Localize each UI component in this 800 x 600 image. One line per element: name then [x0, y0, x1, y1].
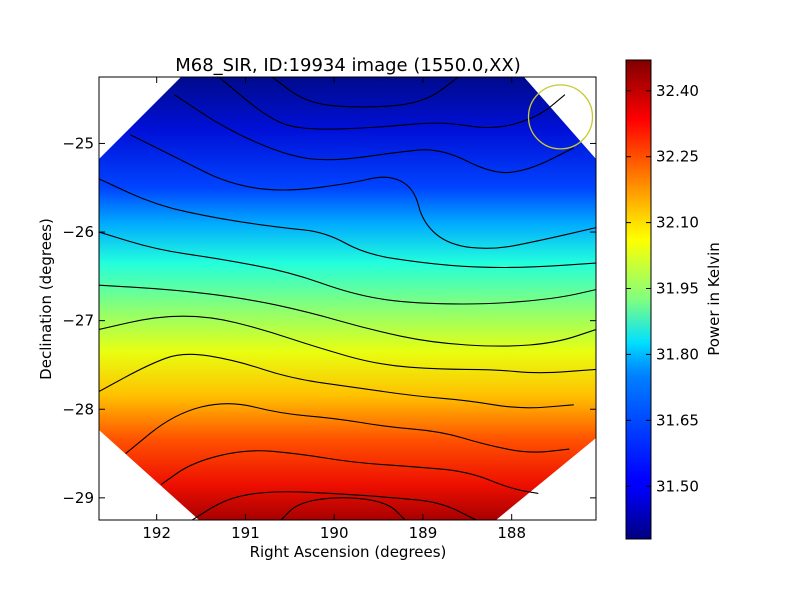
contour-line-4 — [129, 134, 596, 249]
colorbar-ticks: 32.40 32.25 32.10 31.95 31.80 31.65 31.50 — [626, 82, 699, 495]
axis-ticks: 192 191 190 189 188 −25 −26 −27 −28 −29 — [62, 77, 596, 542]
chart-title: M68_SIR, ID:19934 image (1550.0,XX) — [175, 55, 521, 76]
x-tick-label: 191 — [231, 524, 260, 542]
contour-line-9 — [99, 353, 574, 409]
colorbar — [625, 59, 652, 540]
colorbar-tick-label: 32.40 — [656, 82, 699, 100]
colorbar-tick-label: 31.50 — [656, 477, 699, 495]
colorbar-tick-label: 31.95 — [656, 280, 699, 298]
beam-circle — [527, 84, 594, 150]
colorbar-tick-label: 32.10 — [656, 214, 699, 232]
x-tick-label: 190 — [320, 524, 349, 542]
contour-line-12 — [191, 491, 477, 520]
x-tick-label: 189 — [409, 524, 438, 542]
x-axis-label: Right Ascension (degrees) — [250, 543, 447, 561]
y-axis-label: Declination (degrees) — [37, 218, 55, 380]
contour-line-13 — [280, 497, 406, 520]
contour-line-6 — [99, 231, 596, 305]
contour-line-11 — [160, 450, 539, 494]
y-tick-label: −28 — [62, 400, 94, 418]
contour-line-7 — [99, 284, 596, 347]
colorbar-tick-label: 32.25 — [656, 148, 699, 166]
y-tick-label: −27 — [62, 312, 94, 330]
colorbar-tick-label: 31.65 — [656, 411, 699, 429]
contour-lines — [99, 77, 596, 520]
contour-line-3 — [174, 94, 575, 174]
y-tick-label: −26 — [62, 223, 94, 241]
contour-line-5 — [99, 178, 596, 269]
contour-line-8 — [99, 315, 596, 374]
heatmap-field — [99, 77, 596, 520]
contour-line-1 — [271, 77, 459, 108]
colorbar-tick-label: 31.80 — [656, 345, 699, 363]
x-tick-label: 188 — [497, 524, 526, 542]
plot-frame — [98, 76, 597, 521]
y-tick-label: −29 — [62, 489, 94, 507]
contour-line-2 — [218, 77, 566, 130]
colorbar-label: Power in Kelvin — [705, 242, 723, 356]
x-tick-label: 192 — [142, 524, 171, 542]
y-tick-label: −25 — [62, 134, 94, 152]
contour-line-10 — [125, 403, 570, 455]
